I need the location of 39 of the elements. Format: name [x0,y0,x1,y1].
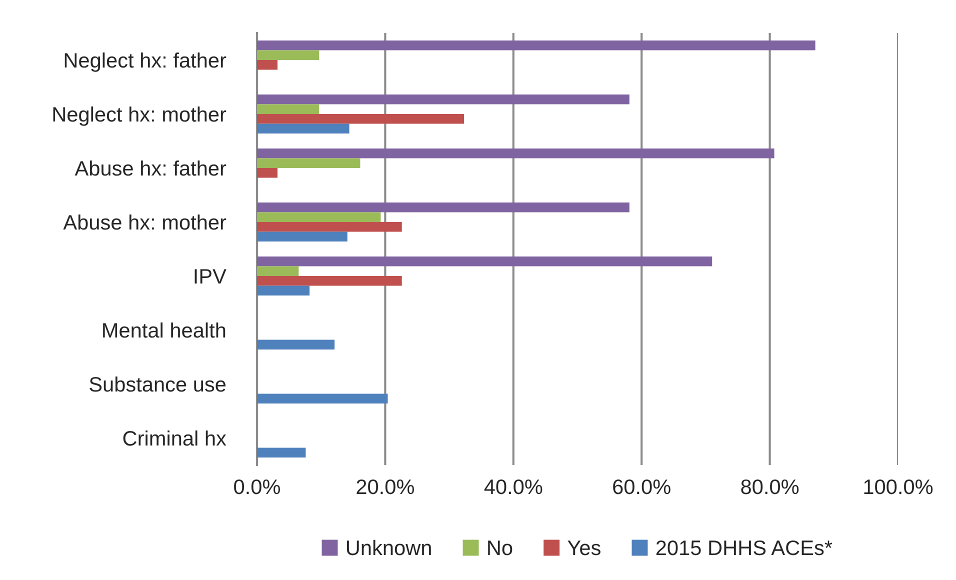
legend-label: No [488,540,512,556]
bar [257,148,774,158]
x-tick-label: 40.0% [484,479,542,494]
bar [257,212,381,222]
legend-label: 2015 DHHS ACEs* [656,540,832,556]
x-tick-label: 100.0% [864,479,933,494]
legend-label: Yes [568,540,600,556]
bar [257,266,299,276]
bar [257,104,320,114]
bar [257,286,310,296]
y-tick-label: IPV [194,269,226,284]
bar [257,124,350,134]
x-tick-label: 60.0% [613,479,670,494]
bar [257,168,278,178]
x-tick-label: 20.0% [356,479,414,494]
bar [257,40,816,50]
y-tick-label: Neglect hx: father [64,52,226,72]
y-tick-label: Abuse hx: mother [63,214,226,230]
legend-label: Unknown [346,540,431,556]
bar [257,232,348,242]
bar [257,202,630,212]
bar [257,158,360,168]
bar [257,276,402,286]
y-tick-label: Substance use [90,376,226,392]
bar [257,256,712,266]
bar [257,94,630,104]
bar [257,114,464,124]
bar [257,394,388,404]
x-tick-label: 0.0% [234,479,280,494]
x-tick-label: 80.0% [741,479,799,494]
bar [257,50,320,60]
bar [257,448,306,458]
y-tick-label: Criminal hx [123,430,226,446]
y-tick-label: Abuse hx: father [74,160,226,176]
y-tick-label: Mental health [103,322,226,338]
bar [257,340,335,350]
bar [257,222,402,232]
bar [257,60,278,70]
y-tick-label: Neglect hx: mother [53,106,226,126]
